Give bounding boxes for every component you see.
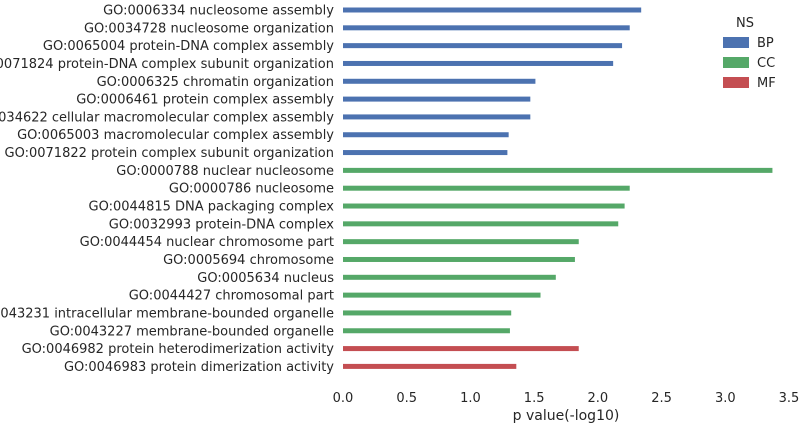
bar-cc — [343, 274, 556, 280]
bar-cc — [343, 292, 541, 298]
bar-cc — [343, 239, 579, 245]
bar-mf — [343, 363, 517, 369]
bar-bp — [343, 132, 509, 138]
bar-bp — [343, 96, 531, 102]
category-label: GO:0005634 nucleus — [197, 271, 334, 286]
bar-bp — [343, 114, 531, 120]
legend-swatch-cc — [723, 57, 749, 68]
x-tick-label: 0.0 — [333, 391, 354, 406]
x-tick-label: 0.5 — [396, 391, 417, 406]
category-label: GO:0046982 protein heterodimerization ac… — [22, 342, 335, 357]
legend-swatch-mf — [723, 77, 749, 88]
bar-mf — [343, 346, 579, 352]
bar-cc — [343, 310, 512, 316]
category-label: GO:0032993 protein-DNA complex — [109, 217, 335, 232]
x-tick-label: 2.5 — [651, 391, 672, 406]
category-label: GO:0043231 intracellular membrane-bounde… — [0, 306, 334, 321]
bar-bp — [343, 60, 614, 66]
bar-bp — [343, 78, 536, 84]
bars-group — [343, 7, 773, 369]
bar-cc — [343, 328, 510, 334]
bar-cc — [343, 167, 773, 173]
category-label: GO:0071822 protein complex subunit organ… — [5, 146, 334, 161]
category-label: GO:0046983 protein dimerization activity — [64, 360, 334, 375]
bar-cc — [343, 256, 575, 262]
bar-cc — [343, 185, 630, 191]
bar-bp — [343, 7, 642, 13]
category-label: GO:0006325 chromatin organization — [97, 75, 334, 90]
legend-label-bp: BP — [757, 36, 774, 51]
bar-cc — [343, 203, 625, 209]
category-label: GO:0034728 nucleosome organization — [84, 21, 334, 36]
category-label: GO:0065004 protein-DNA complex assembly — [43, 39, 334, 54]
bar-cc — [343, 221, 619, 227]
category-label: GO:0034622 cellular macromolecular compl… — [0, 110, 334, 125]
bar-bp — [343, 25, 630, 31]
category-label: GO:0006461 protein complex assembly — [76, 93, 334, 108]
x-tick-label: 1.5 — [524, 391, 545, 406]
bar-bp — [343, 43, 623, 49]
category-label: GO:0071824 protein-DNA complex subunit o… — [0, 57, 334, 72]
legend-label-cc: CC — [757, 56, 775, 71]
category-label: GO:0044454 nuclear chromosome part — [80, 235, 334, 250]
legend: NS BP CC MF — [723, 16, 776, 91]
category-label: GO:0044427 chromosomal part — [129, 289, 334, 304]
category-label: GO:0005694 chromosome — [163, 253, 334, 268]
category-label: GO:0000788 nuclear nucleosome — [116, 164, 334, 179]
category-label: GO:0000786 nucleosome — [169, 182, 334, 197]
legend-title: NS — [736, 16, 754, 31]
bar-bp — [343, 150, 508, 156]
category-label: GO:0006334 nucleosome assembly — [103, 4, 334, 19]
legend-entries: BP CC MF — [723, 36, 776, 91]
category-label: GO:0043227 membrane-bounded organelle — [50, 324, 334, 339]
legend-label-mf: MF — [757, 76, 776, 91]
category-label: GO:0065003 macromolecular complex assemb… — [17, 128, 334, 143]
x-tick-label: 3.0 — [715, 391, 736, 406]
x-axis-label: p value(-log10) — [513, 408, 620, 424]
x-tick-label: 3.5 — [779, 391, 800, 406]
x-tick-label: 1.0 — [460, 391, 481, 406]
category-labels: GO:0006334 nucleosome assembly GO:0034728… — [0, 4, 334, 375]
legend-swatch-bp — [723, 37, 749, 48]
x-axis-ticks: 0.0 0.5 1.0 1.5 2.0 2.5 3.0 3.5 — [333, 391, 800, 406]
category-label: GO:0044815 DNA packaging complex — [89, 200, 335, 215]
x-tick-label: 2.0 — [588, 391, 609, 406]
